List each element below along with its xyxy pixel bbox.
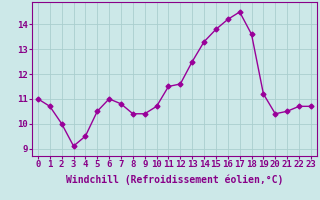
X-axis label: Windchill (Refroidissement éolien,°C): Windchill (Refroidissement éolien,°C) (66, 175, 283, 185)
